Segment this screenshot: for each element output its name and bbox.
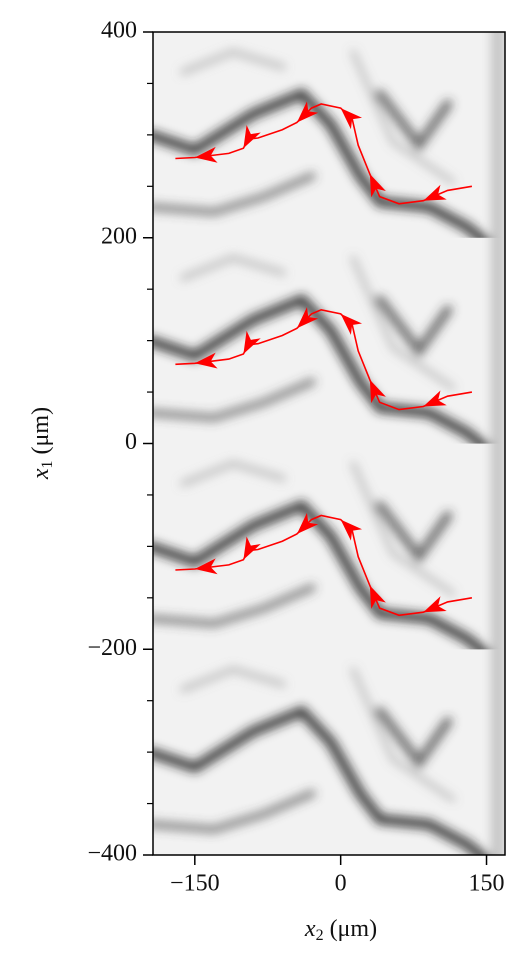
arrowhead xyxy=(340,108,363,130)
x-axis-subscript: 2 xyxy=(316,927,324,944)
x-axis-symbol: x xyxy=(304,916,316,942)
intensity-map xyxy=(153,32,505,855)
x-axis-unit: (μm) xyxy=(330,916,378,942)
arrowhead xyxy=(423,390,447,407)
x-tick-label: 150 xyxy=(469,871,505,897)
x-axis-title: x2 (μm) xyxy=(304,916,377,944)
y-tick-label: 0 xyxy=(125,429,137,455)
arrowhead xyxy=(340,313,363,335)
arrowhead xyxy=(194,146,218,163)
trajectory xyxy=(175,308,473,411)
trajectory xyxy=(175,103,473,205)
arrowhead xyxy=(296,512,319,535)
arrowhead xyxy=(243,536,261,560)
y-tick-label: −200 xyxy=(87,635,137,661)
y-axis-subscript: 1 xyxy=(39,460,56,468)
arrowhead xyxy=(369,585,386,609)
arrowhead xyxy=(369,379,386,404)
arrowhead xyxy=(194,352,218,369)
y-axis-title: x1 (μm) xyxy=(28,407,56,480)
arrowhead xyxy=(296,307,319,329)
trajectory xyxy=(175,514,473,617)
x-tick-label: 0 xyxy=(335,871,347,897)
arrowhead xyxy=(423,184,447,201)
arrowhead xyxy=(423,596,447,613)
arrowhead xyxy=(296,101,319,123)
arrowhead xyxy=(243,330,261,354)
y-tick-label: 400 xyxy=(101,18,137,44)
y-tick-label: 200 xyxy=(101,223,137,249)
plot-layer xyxy=(175,101,473,617)
y-axis-symbol: x xyxy=(28,468,54,480)
y-axis-unit: (μm) xyxy=(28,407,54,455)
arrowhead xyxy=(369,173,386,198)
y-tick-label: −400 xyxy=(87,841,137,867)
arrowhead xyxy=(194,558,218,575)
arrowhead xyxy=(243,125,261,149)
x-tick-label: −150 xyxy=(170,871,220,897)
arrowhead xyxy=(340,519,363,541)
